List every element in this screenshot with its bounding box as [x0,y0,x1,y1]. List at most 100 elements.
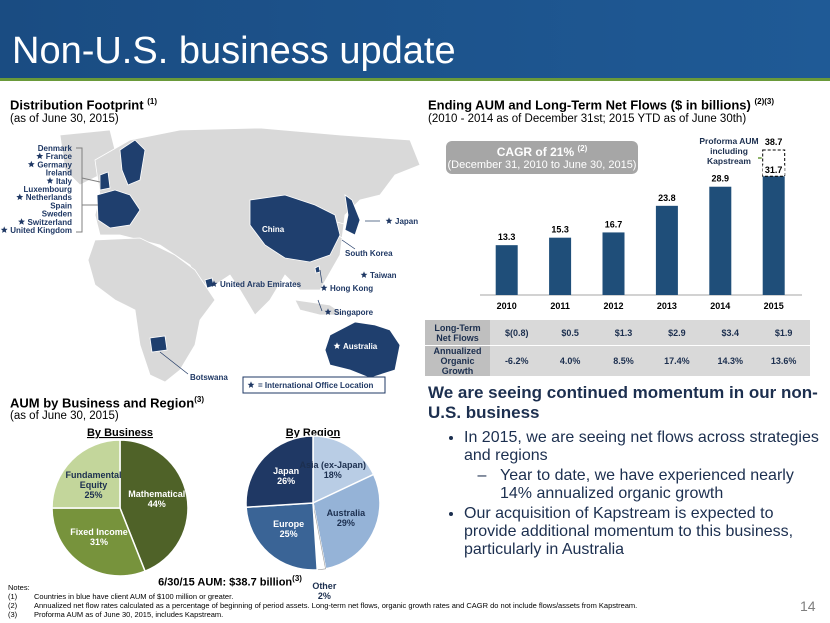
row-label: Long-Term Net Flows [425,320,490,346]
footnote-ref: (3) [194,395,204,404]
office-star [333,342,341,349]
pie-label: Japan 26% [250,466,322,486]
bar [602,232,625,295]
office-star [16,193,24,201]
header-bar [0,0,830,78]
table-cell: 4.0% [543,345,597,377]
location-leaders [159,220,380,375]
header-rule [0,78,830,81]
map-label: South Korea [345,249,393,258]
slide-title: Non-U.S. business update [12,30,456,72]
pie-slice [245,502,319,571]
pie-label-value: 25% [279,528,298,539]
map-title-text: Distribution Footprint [10,97,144,113]
table-cell: 8.5% [596,345,651,377]
x-tick-label: 2011 [550,301,570,311]
map-label: Denmark [38,144,73,153]
page-number: 14 [800,598,816,614]
cagr-subtitle: (December 31, 2010 to June 30, 2015) [447,159,637,171]
map-label: United Arab Emirates [220,280,302,289]
footnote-ref: (1) [147,97,157,106]
map-label: Luxembourg [24,185,73,194]
pie-label: Europe 25% [253,519,325,539]
pie-label: Mathematical 44% [121,489,193,509]
world-map [59,127,421,383]
office-star [46,177,54,184]
pie-label-name: Other [312,580,337,591]
pie-slice [51,507,147,577]
map-label: Hong Kong [330,284,373,293]
aum-total: 6/30/15 AUM: $38.7 billion(3) [120,574,340,589]
table-cell: $0.5 [543,320,597,346]
office-star [360,271,368,278]
office-star [385,217,393,224]
proforma-label: Proforma AUM including Kapstream [699,136,759,166]
table-cell: $3.4 [703,320,757,346]
map-label: Germany [37,160,72,169]
pie-label: Fundamental Equity 25% [58,470,130,500]
map-label: France [46,152,73,161]
map-legend-box [242,376,386,394]
note-text: Proforma AUM as of June 30, 2015, includ… [34,610,224,619]
pie-label-value: 29% [336,517,355,528]
aum-title-text: AUM by Business and Region [10,395,195,411]
pie-label: Other 2% [288,581,360,601]
pie-label-value: 25% [84,489,103,500]
notes: Notes: (1) Countries in blue have client … [8,583,637,619]
map-label: China [262,225,285,234]
data-label: 13.3 [498,232,516,242]
office-star [247,381,255,388]
pie-label-value: 18% [323,469,342,480]
chart-title-text: Ending AUM and Long-Term Net Flows ($ in… [428,97,751,113]
map-subtitle: (as of June 30, 2015) [10,113,119,125]
note-marker: (2) [8,601,18,610]
office-star [0,226,8,233]
pie-slice [312,435,375,505]
commentary-heading: We are seeing continued momentum in our … [428,383,818,422]
pie-label: Australia 29% [310,508,382,528]
aum-subtitle: (as of June 30, 2015) [10,410,119,422]
note: (2) Annualized net flow rates calculated … [8,601,637,610]
x-tick-label: 2015 [764,301,784,311]
footnote-ref: (2)(3) [754,97,775,106]
pie-title: By Region [286,427,341,439]
map-title: Distribution Footprint (1) [10,97,157,112]
bar [495,245,518,295]
sub-bullet: Year to date, we have experienced nearly… [500,467,823,503]
map-label: Australia [343,342,378,351]
table-cell: 17.4% [650,345,704,377]
pie-slice [51,439,121,509]
note-text: Annualized net flow rates calculated as … [34,601,638,610]
table-cell: $2.9 [650,320,704,346]
bar [655,205,678,295]
map-label: Switzerland [28,218,73,227]
data-label: 15.3 [551,225,569,235]
sub-bullet-list: Year to date, we have experienced nearly… [464,467,823,503]
table-cell: $(0.8) [490,320,544,346]
office-star [324,308,332,315]
pie-slice [245,435,314,509]
data-label: 38.7 [765,137,783,147]
pie-label-name: Japan [273,465,300,476]
map-label: Netherlands [26,193,73,202]
pie-label: Fixed Income 31% [63,527,135,547]
data-label: 23.8 [658,193,676,203]
pie-label-value: 31% [89,536,108,547]
office-star [320,284,328,291]
table-cell: 14.3% [703,345,757,377]
pie-label-name: Fixed Income [70,526,128,537]
pie-label-value: 26% [277,475,296,486]
data-label: 31.7 [765,165,783,175]
data-label: 28.9 [712,174,730,184]
note-marker: (3) [8,610,18,619]
data-label: 16.7 [605,219,623,229]
note-marker: (1) [8,592,18,601]
note-text: Countries in blue have client AUM of $10… [34,592,234,601]
aum-total-text: 6/30/15 AUM: $38.7 billion [158,576,293,589]
pie-label-value: 44% [147,498,166,509]
pie-label: Asia (ex-Japan) 18% [297,460,369,480]
map-label: Taiwan [370,271,397,280]
bullet-text: In 2015, we are seeing net flows across … [464,429,819,464]
map-label: Sweden [42,210,72,219]
